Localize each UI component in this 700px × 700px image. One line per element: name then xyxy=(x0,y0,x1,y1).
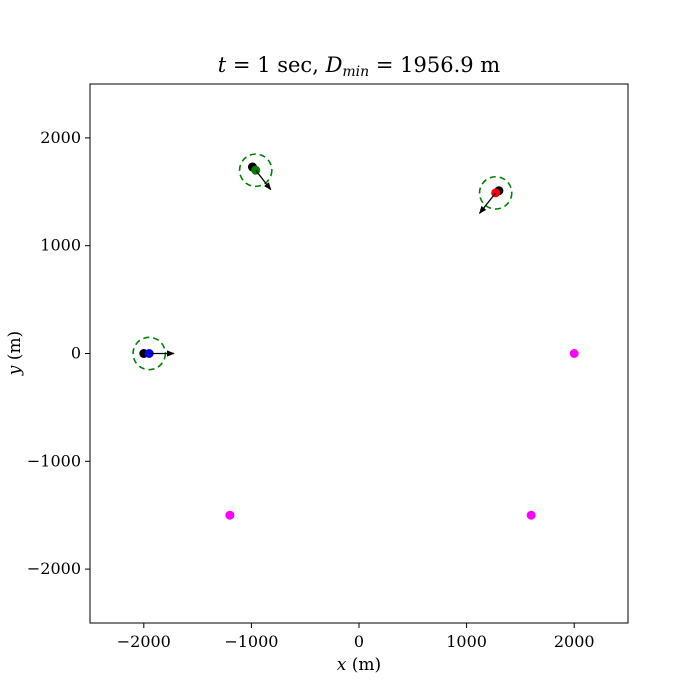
y-axis: −2000 −1000 0 1000 2000 xyxy=(27,128,90,578)
plot-content xyxy=(132,153,579,520)
y-tick-label: −2000 xyxy=(27,559,81,578)
y-tick-label: 0 xyxy=(71,344,81,363)
y-tick-label: −1000 xyxy=(27,451,81,470)
x-tick-label: −1000 xyxy=(224,632,278,651)
target-point xyxy=(526,510,536,520)
y-axis-label: y (m) xyxy=(5,331,25,376)
velocity-arrow xyxy=(479,192,497,214)
x-tick-label: −2000 xyxy=(117,632,171,651)
chart-title: t = 1 sec, Dmin = 1956.9 m xyxy=(218,53,500,80)
target-point xyxy=(225,510,235,520)
safety-ring xyxy=(238,153,273,188)
velocity-arrow xyxy=(255,169,272,191)
safety-ring xyxy=(478,175,513,210)
x-tick-label: 0 xyxy=(354,632,364,651)
x-axis: −2000 −1000 0 1000 2000 xyxy=(117,623,595,651)
y-tick-label: 1000 xyxy=(40,236,81,255)
x-tick-label: 1000 xyxy=(446,632,487,651)
x-axis-label: x (m) xyxy=(337,655,381,675)
x-tick-label: 2000 xyxy=(554,632,595,651)
y-tick-label: 2000 xyxy=(40,128,81,147)
target-point xyxy=(569,349,579,358)
